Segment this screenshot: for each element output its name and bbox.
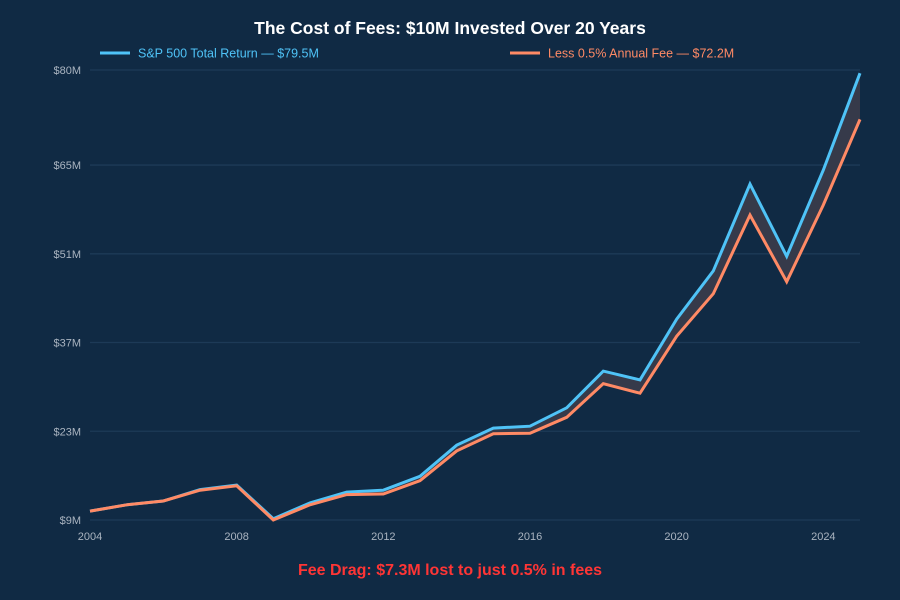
legend: S&P 500 Total Return — $79.5M Less 0.5% …	[100, 47, 734, 61]
series-lines	[89, 72, 862, 522]
x-tick-label: 2008	[224, 531, 248, 543]
x-tick-label: 2024	[811, 531, 835, 543]
legend-item-sp500[interactable]: S&P 500 Total Return — $79.5M	[100, 47, 319, 61]
series-line-fee	[89, 118, 862, 522]
chart-title: The Cost of Fees: $10M Invested Over 20 …	[254, 18, 646, 38]
x-tick-label: 2020	[664, 531, 688, 543]
y-axis-ticks: $9M $23M $37M $51M $65M $80M	[53, 65, 81, 527]
fee-gap-area	[90, 73, 860, 520]
y-tick-label: $23M	[53, 426, 81, 438]
y-tick-label: $80M	[53, 65, 81, 77]
x-axis-ticks: 2004 2008 2012 2016 2020 2024	[78, 531, 836, 543]
y-tick-label: $9M	[60, 515, 81, 527]
legend-item-fee[interactable]: Less 0.5% Annual Fee — $72.2M	[510, 47, 734, 61]
x-tick-label: 2016	[518, 531, 542, 543]
x-tick-label: 2004	[78, 531, 102, 543]
y-tick-label: $51M	[53, 249, 81, 261]
legend-label-sp500: S&P 500 Total Return — $79.5M	[138, 47, 319, 61]
fee-drag-annotation: Fee Drag: $7.3M lost to just 0.5% in fee…	[298, 562, 602, 579]
y-tick-label: $37M	[53, 338, 81, 350]
y-tick-label: $65M	[53, 160, 81, 172]
x-tick-label: 2012	[371, 531, 395, 543]
legend-label-fee: Less 0.5% Annual Fee — $72.2M	[548, 47, 734, 61]
